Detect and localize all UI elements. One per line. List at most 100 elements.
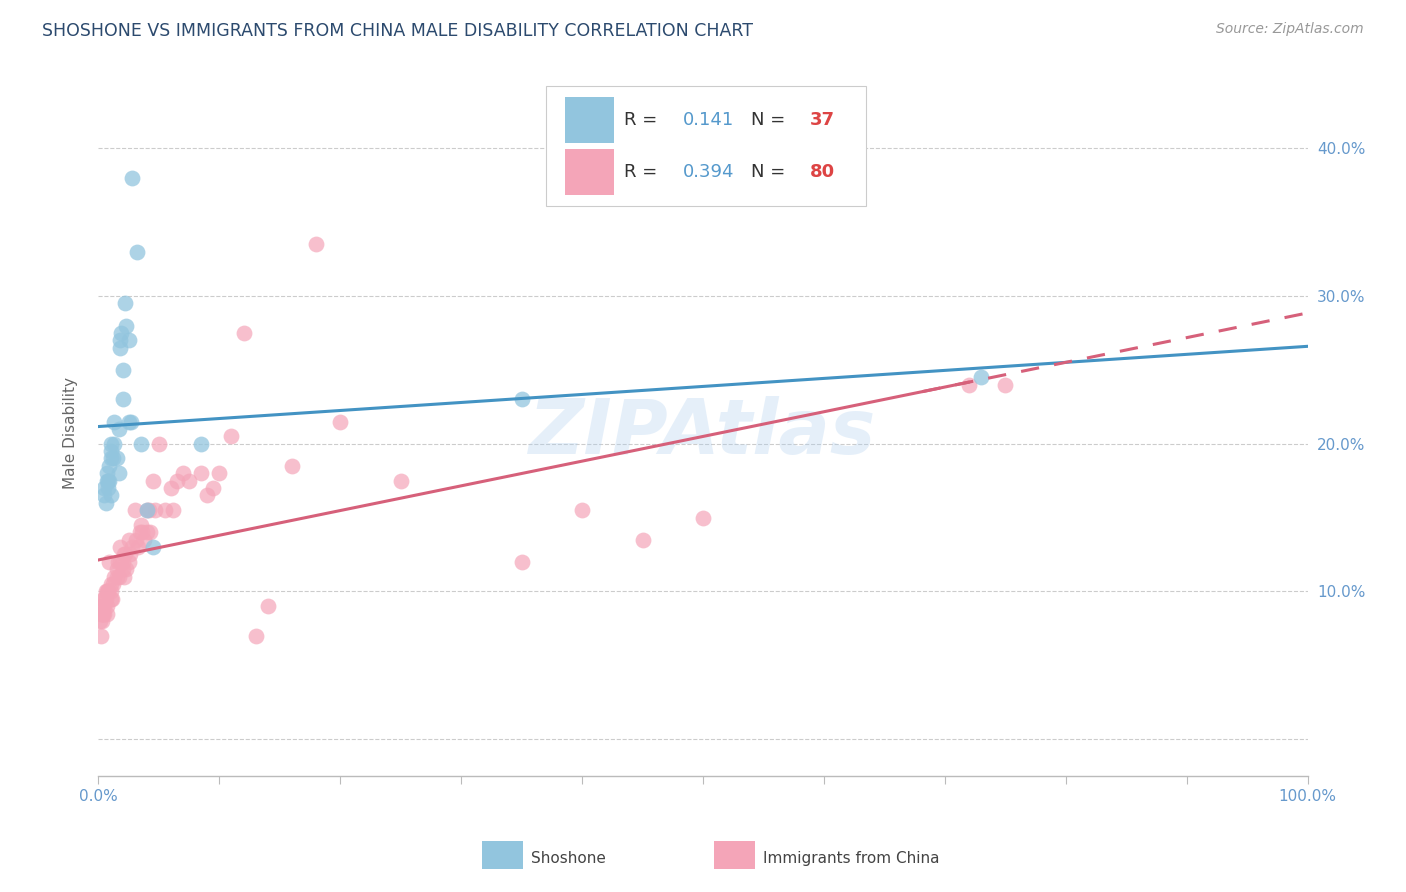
Point	[135, 503, 157, 517]
Point	[93, 481, 115, 495]
Text: 80: 80	[810, 163, 835, 181]
Point	[100, 591, 122, 606]
Point	[115, 562, 138, 576]
Point	[100, 444, 122, 458]
Point	[94, 591, 117, 606]
Point	[105, 451, 128, 466]
Point	[118, 415, 141, 429]
Point	[108, 540, 131, 554]
Point	[97, 584, 120, 599]
Point	[135, 525, 157, 540]
Point	[127, 244, 149, 259]
Point	[91, 599, 114, 614]
Point	[103, 569, 125, 583]
Point	[111, 555, 134, 569]
Point	[571, 503, 593, 517]
Point	[120, 415, 142, 429]
Point	[692, 510, 714, 524]
Point	[93, 599, 115, 614]
Point	[91, 591, 114, 606]
Point	[98, 474, 121, 488]
Text: N =: N =	[751, 163, 792, 181]
Text: N =: N =	[751, 111, 792, 128]
Point	[121, 540, 143, 554]
Point	[118, 555, 141, 569]
Text: SHOSHONE VS IMMIGRANTS FROM CHINA MALE DISABILITY CORRELATION CHART: SHOSHONE VS IMMIGRANTS FROM CHINA MALE D…	[42, 22, 754, 40]
Point	[91, 614, 114, 628]
Point	[245, 629, 267, 643]
Text: 0.141: 0.141	[682, 111, 734, 128]
FancyBboxPatch shape	[482, 840, 523, 870]
Point	[94, 584, 117, 599]
Text: Source: ZipAtlas.com: Source: ZipAtlas.com	[1216, 22, 1364, 37]
Point	[98, 555, 121, 569]
Text: ZIPAtlas: ZIPAtlas	[529, 396, 877, 469]
Point	[108, 341, 131, 355]
Point	[111, 392, 134, 407]
Point	[208, 467, 231, 481]
Point	[90, 629, 112, 643]
Point	[129, 436, 152, 450]
Point	[101, 577, 124, 591]
Text: 0.394: 0.394	[682, 163, 734, 181]
Point	[138, 503, 160, 517]
Point	[112, 548, 135, 562]
Point	[118, 334, 141, 348]
Point	[153, 503, 176, 517]
Point	[100, 436, 122, 450]
Point	[510, 555, 533, 569]
Text: Immigrants from China: Immigrants from China	[763, 851, 941, 866]
Point	[118, 533, 141, 547]
Point	[190, 467, 212, 481]
Point	[135, 503, 157, 517]
Point	[97, 584, 120, 599]
Point	[100, 451, 122, 466]
Text: Shoshone: Shoshone	[531, 851, 606, 866]
Point	[108, 467, 131, 481]
Point	[127, 540, 149, 554]
Point	[96, 599, 118, 614]
Point	[90, 607, 112, 621]
Point	[91, 599, 114, 614]
Point	[96, 584, 118, 599]
Y-axis label: Male Disability: Male Disability	[63, 376, 77, 489]
Point	[121, 170, 143, 185]
Point	[105, 569, 128, 583]
FancyBboxPatch shape	[565, 149, 613, 195]
FancyBboxPatch shape	[546, 86, 866, 206]
Point	[179, 474, 201, 488]
Point	[118, 548, 141, 562]
Point	[93, 607, 115, 621]
Point	[957, 377, 980, 392]
Point	[221, 429, 243, 443]
Point	[100, 584, 122, 599]
Point	[111, 562, 134, 576]
Point	[125, 533, 148, 547]
FancyBboxPatch shape	[714, 840, 755, 870]
Point	[129, 517, 152, 532]
Point	[110, 326, 132, 340]
Point	[96, 467, 118, 481]
Point	[114, 548, 136, 562]
Point	[108, 569, 131, 583]
Text: R =: R =	[624, 163, 664, 181]
Point	[131, 525, 153, 540]
Point	[105, 562, 128, 576]
Point	[103, 436, 125, 450]
Point	[103, 415, 125, 429]
Point	[232, 326, 254, 340]
Point	[148, 436, 170, 450]
Point	[97, 481, 120, 495]
Point	[128, 525, 150, 540]
Point	[100, 488, 122, 502]
Point	[108, 555, 131, 569]
Point	[134, 533, 156, 547]
Point	[162, 503, 184, 517]
Point	[100, 591, 122, 606]
Point	[94, 496, 117, 510]
Point	[96, 474, 118, 488]
Point	[111, 363, 134, 377]
Point	[93, 488, 115, 502]
Point	[89, 614, 111, 628]
Point	[107, 555, 129, 569]
